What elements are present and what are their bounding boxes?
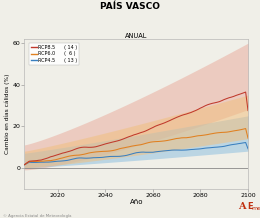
Text: © Agencia Estatal de Meteorología: © Agencia Estatal de Meteorología — [3, 214, 71, 218]
Text: PAÍS VASCO: PAÍS VASCO — [100, 2, 160, 11]
Legend: RCP8.5      ( 14 ), RCP6.0      (  6 ), RCP4.5      ( 13 ): RCP8.5 ( 14 ), RCP6.0 ( 6 ), RCP4.5 ( 13… — [29, 43, 80, 65]
Text: E: E — [247, 203, 252, 211]
Y-axis label: Cambio en días cálidos (%): Cambio en días cálidos (%) — [4, 73, 10, 154]
Text: A: A — [238, 203, 246, 211]
Title: ANUAL: ANUAL — [125, 33, 147, 39]
Text: met: met — [251, 206, 260, 211]
X-axis label: Año: Año — [129, 199, 143, 205]
